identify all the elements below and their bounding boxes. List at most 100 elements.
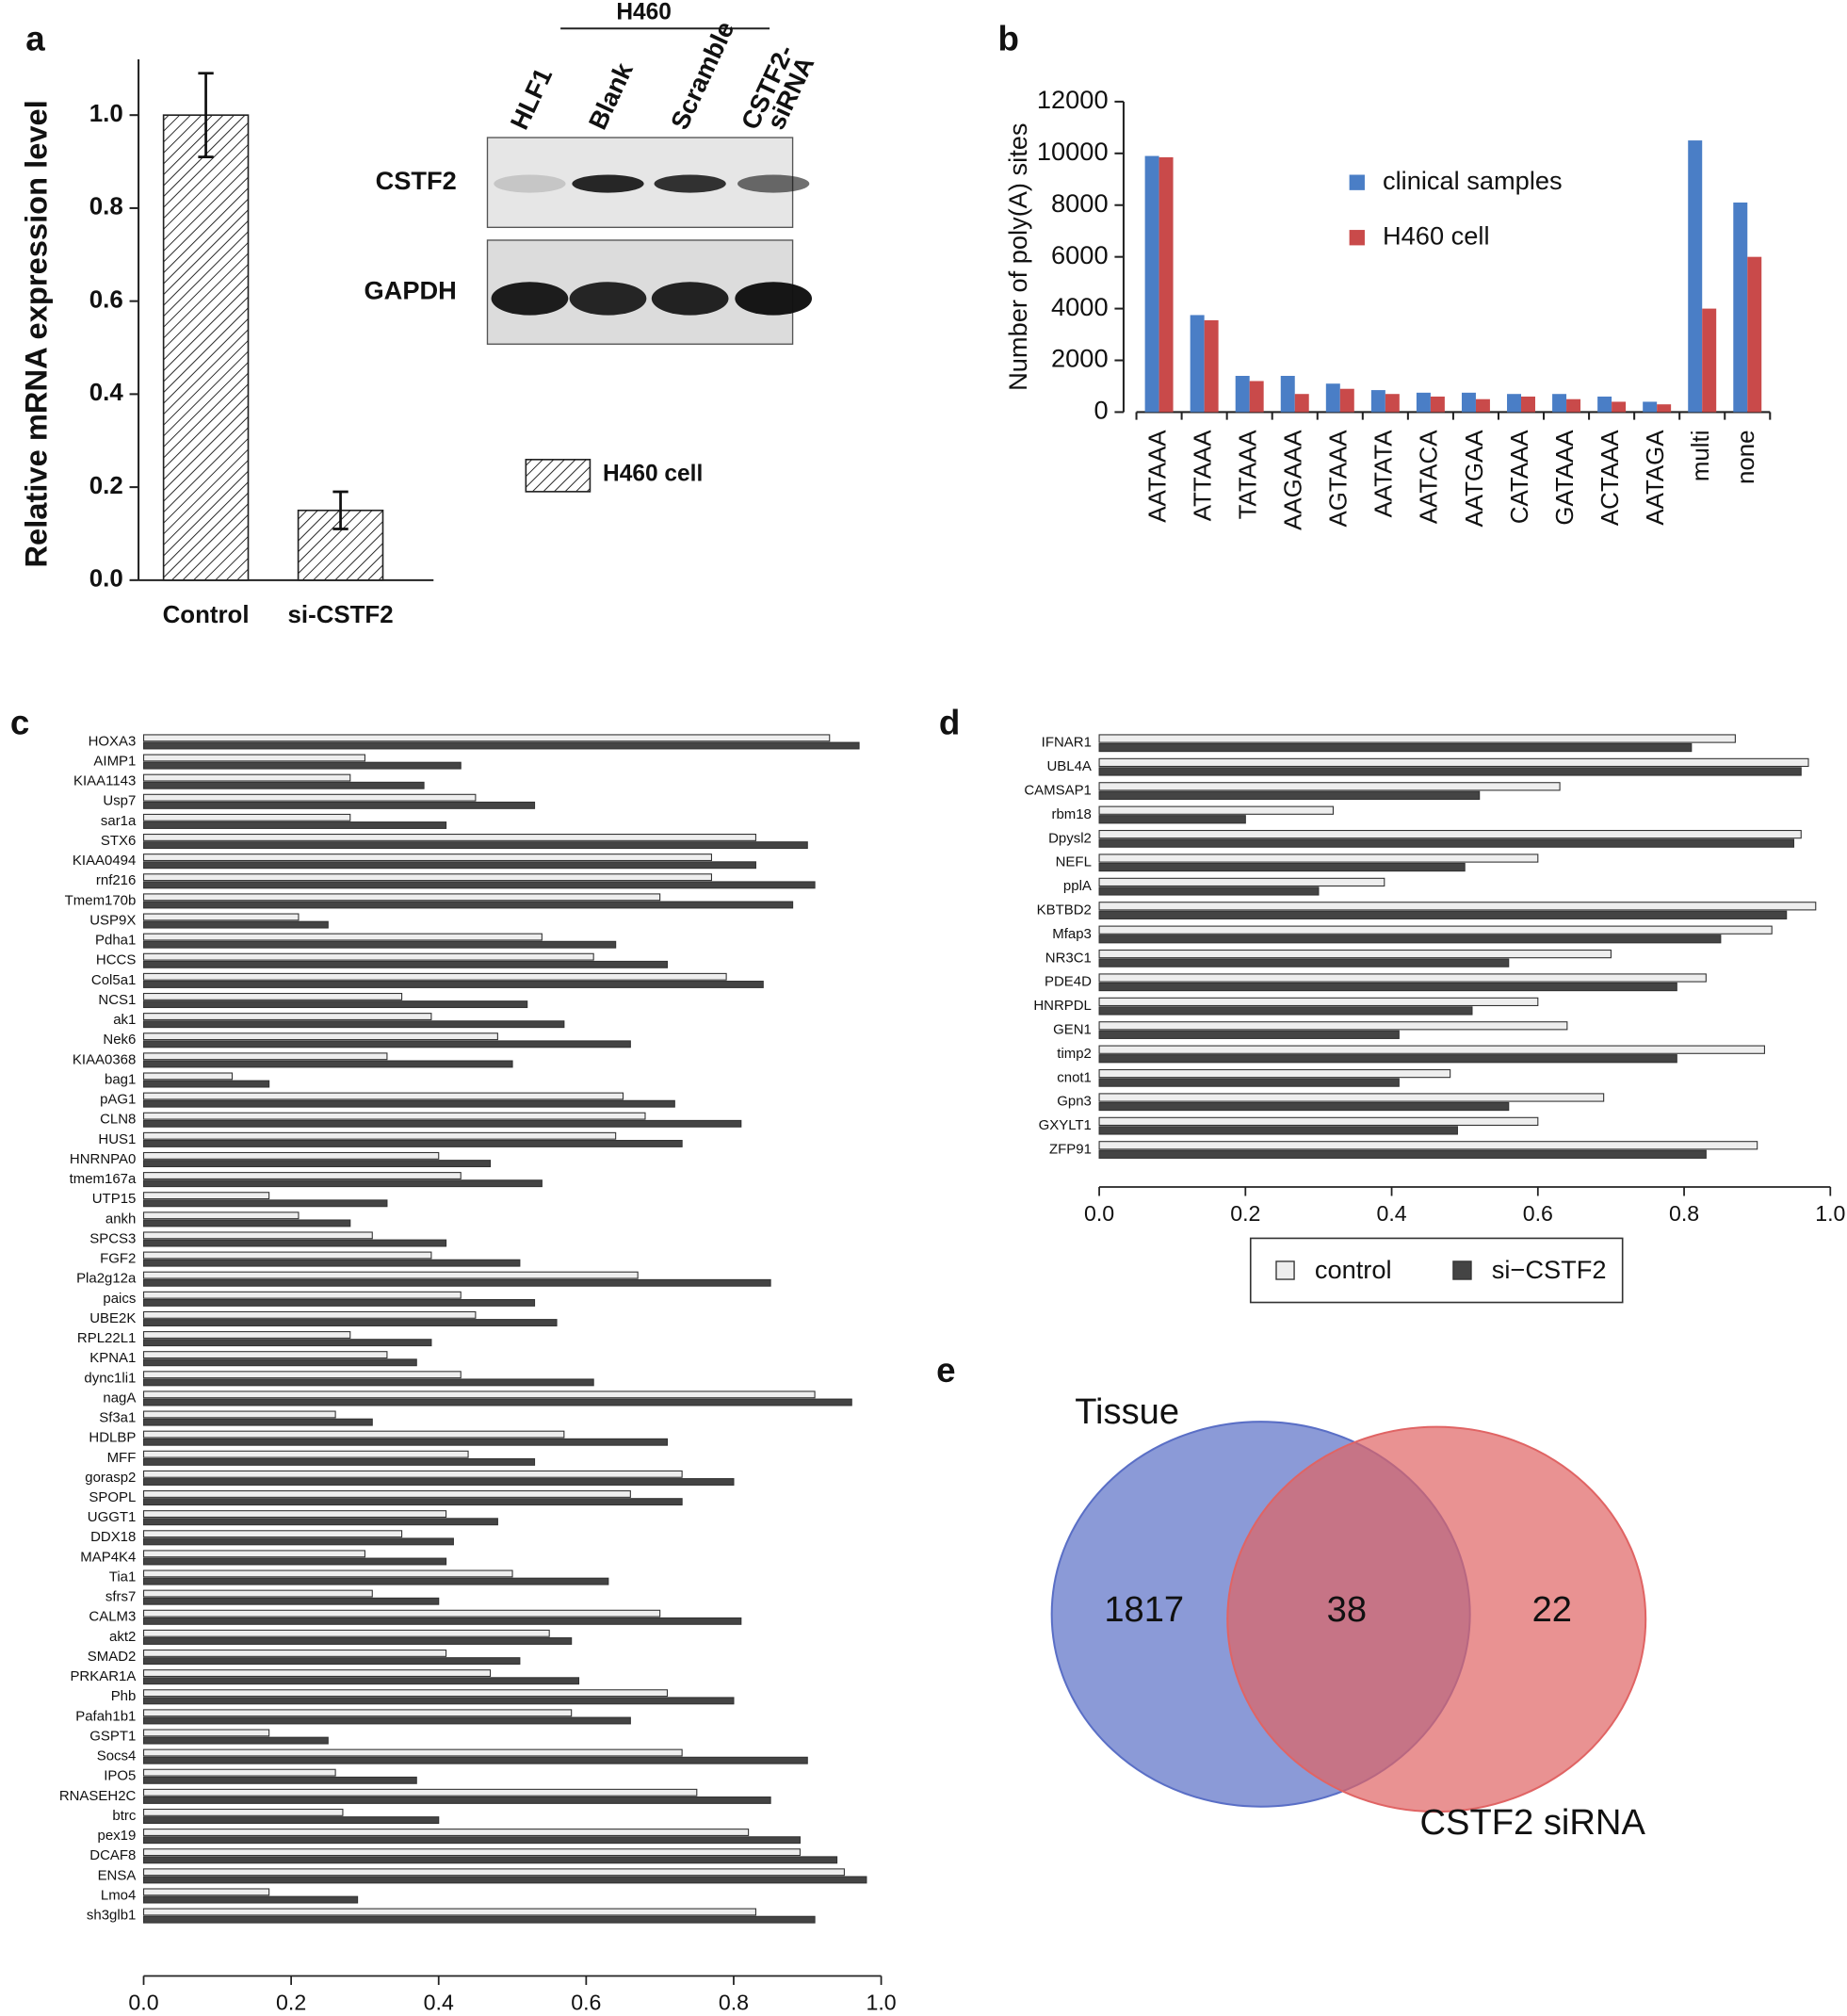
- bar: [142, 793, 477, 802]
- y-tick-label: Sf3a1: [99, 1410, 136, 1426]
- bar: [142, 1577, 609, 1585]
- bar: [142, 1888, 270, 1896]
- bar: [1098, 757, 1809, 768]
- y-tick-label: btrc: [112, 1808, 136, 1824]
- x-tick-label: AGTAAA: [1326, 430, 1353, 528]
- bar: [142, 1510, 447, 1519]
- row-label: CSTF2: [376, 166, 457, 195]
- bar: [1235, 375, 1250, 413]
- y-tick-label: KIAA0368: [73, 1051, 136, 1067]
- bar: [1098, 1078, 1400, 1087]
- y-tick-label: IFNAR1: [1042, 735, 1092, 751]
- y-tick-label: CAMSAP1: [1024, 783, 1092, 799]
- bar: [142, 1856, 838, 1864]
- bar: [142, 873, 713, 882]
- bar: [142, 1251, 432, 1260]
- bar: [142, 920, 329, 929]
- y-tick-label: NEFL: [1056, 854, 1092, 870]
- bar: [1294, 394, 1309, 413]
- bar: [1098, 734, 1736, 743]
- bar: [142, 1816, 440, 1825]
- bar: [1098, 815, 1246, 824]
- bar: [142, 1729, 270, 1737]
- legend-label: H460 cell: [1383, 220, 1489, 250]
- bar: [1733, 202, 1748, 413]
- bar: [142, 754, 365, 762]
- bar: [1204, 319, 1219, 413]
- bar: [1098, 1101, 1510, 1112]
- bar: [142, 1199, 388, 1208]
- bar: [142, 1689, 669, 1698]
- bar: [1552, 394, 1567, 413]
- y-tick-label: KBTBD2: [1037, 902, 1092, 919]
- legend-box: [1249, 1237, 1624, 1304]
- y-tick-label: KIAA0494: [73, 853, 136, 869]
- bar: [142, 1000, 528, 1009]
- y-tick-label: RPL22L1: [77, 1330, 136, 1346]
- set-label: CSTF2 siRNA: [1420, 1802, 1646, 1843]
- bar: [142, 773, 351, 782]
- bar: [142, 761, 462, 770]
- bar: [1098, 886, 1320, 896]
- bar: [142, 741, 860, 750]
- y-tick-label: 4000: [1051, 292, 1109, 321]
- bar: [1098, 838, 1795, 848]
- y-tick-label: 0.6: [89, 286, 123, 313]
- y-tick-label: RNASEH2C: [59, 1788, 137, 1804]
- bar: [1280, 375, 1295, 413]
- x-tick-label: 0.2: [1230, 1201, 1260, 1226]
- bar: [1098, 982, 1677, 992]
- legend-label: H460 cell: [603, 462, 703, 487]
- bar: [142, 1139, 683, 1147]
- x-tick-label: GATAAA: [1552, 430, 1579, 526]
- y-tick-label: GEN1: [1053, 1022, 1092, 1038]
- bar: [142, 1657, 521, 1666]
- bar: [142, 1788, 698, 1797]
- y-tick-label: STX6: [101, 833, 136, 849]
- bar: [1566, 398, 1581, 413]
- y-tick-label: 2000: [1051, 344, 1109, 373]
- y-tick-label: 0.8: [89, 194, 123, 220]
- y-tick-label: ankh: [105, 1211, 136, 1227]
- bar: [142, 1052, 388, 1061]
- bar: [1098, 925, 1773, 935]
- x-tick-label: 0.0: [1084, 1201, 1114, 1226]
- bar: [142, 1219, 351, 1227]
- blot-band: [651, 282, 729, 316]
- bar: [142, 881, 816, 889]
- y-tick-label: PDE4D: [1045, 974, 1092, 990]
- x-tick-label: 0.8: [1669, 1201, 1699, 1226]
- bar: [142, 1736, 329, 1745]
- bar: [1098, 854, 1539, 863]
- y-tick-label: nagA: [103, 1390, 136, 1406]
- bar: [142, 1179, 543, 1188]
- bar: [142, 1438, 669, 1446]
- y-tick-label: Pdha1: [95, 933, 136, 949]
- y-tick-label: 1.0: [89, 101, 123, 127]
- y-tick-label: ZFP91: [1049, 1142, 1092, 1158]
- bar: [142, 1470, 683, 1478]
- y-tick-label: HNRPDL: [1033, 998, 1092, 1014]
- bar: [1098, 805, 1335, 815]
- bar: [1098, 902, 1817, 911]
- y-tick-label: bag1: [105, 1071, 136, 1087]
- bar: [1098, 782, 1561, 791]
- y-tick-label: rbm18: [1051, 806, 1091, 822]
- bar: [142, 1410, 336, 1419]
- bar: [142, 1550, 365, 1558]
- x-tick-label: ACTAAA: [1597, 430, 1624, 526]
- bar: [1190, 315, 1205, 413]
- bar: [142, 1291, 462, 1299]
- bar: [142, 972, 727, 981]
- x-tick-label: Control: [163, 602, 250, 628]
- panel-letter: d: [939, 703, 960, 741]
- blot-band: [737, 174, 810, 193]
- x-tick-label: 1.0: [1815, 1201, 1845, 1226]
- y-tick-label: 10000: [1037, 137, 1109, 166]
- bar: [142, 821, 447, 829]
- y-tick-label: dync1li1: [84, 1370, 136, 1386]
- bar: [1098, 877, 1385, 887]
- blot-band: [654, 174, 726, 193]
- x-tick-label: si-CSTF2: [288, 602, 394, 628]
